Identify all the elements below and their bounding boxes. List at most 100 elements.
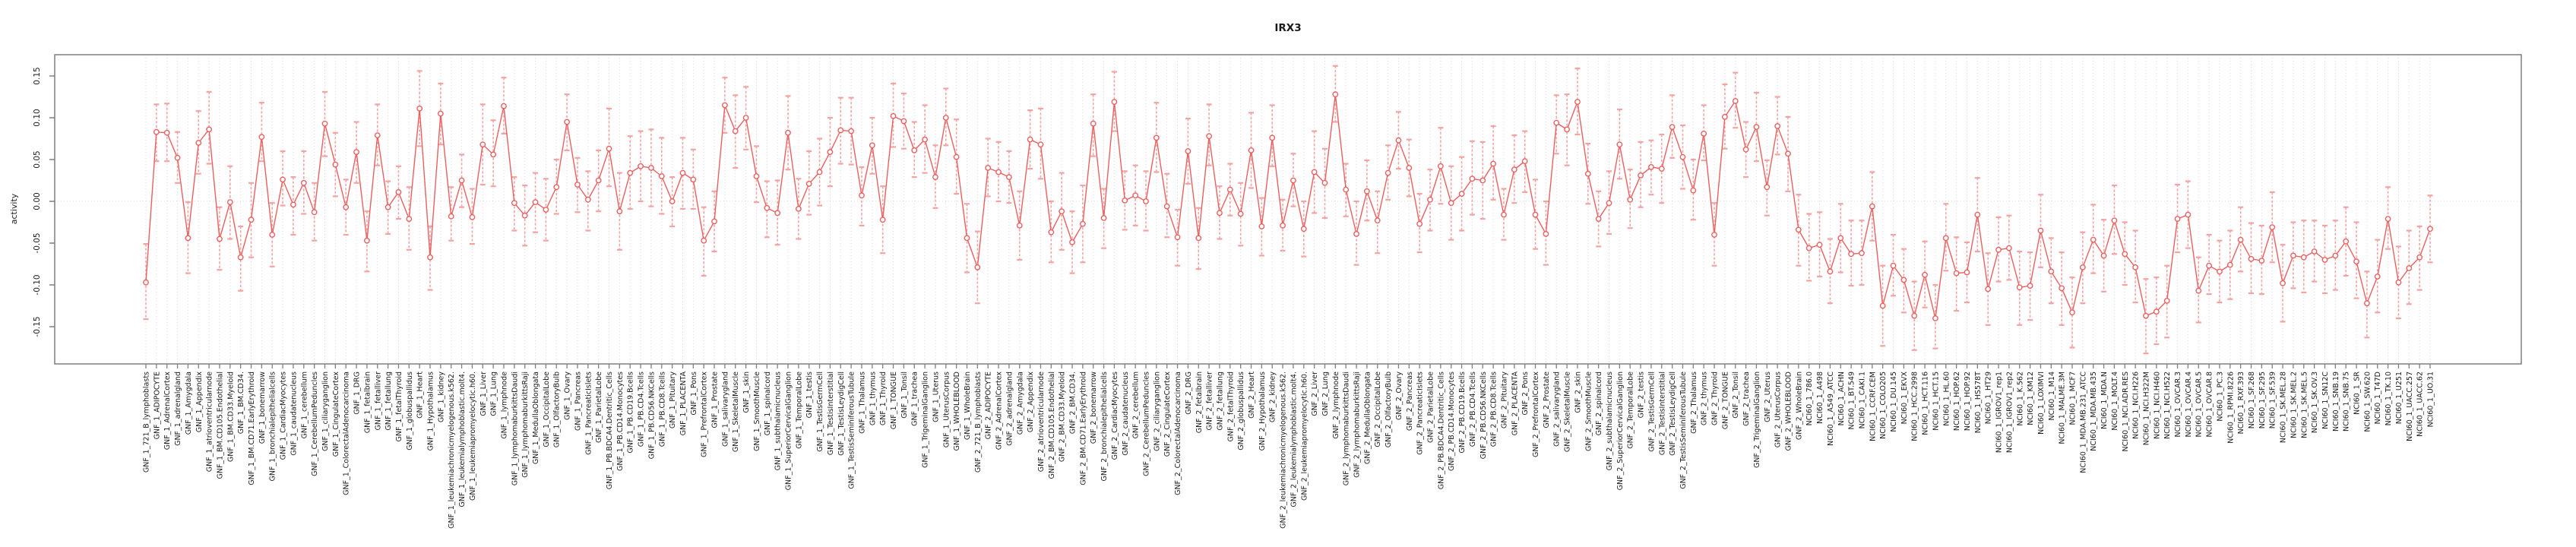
data-point bbox=[1258, 223, 1265, 229]
data-point bbox=[669, 198, 676, 204]
data-point bbox=[2395, 279, 2402, 286]
data-point bbox=[1143, 198, 1149, 204]
data-point bbox=[490, 151, 497, 158]
x-category-label: GNF_1_Pancreas bbox=[574, 372, 582, 431]
data-point bbox=[627, 169, 634, 176]
data-point bbox=[1985, 286, 1992, 292]
x-category-label: GNF_1_spinalcord bbox=[764, 372, 772, 435]
data-point bbox=[1890, 262, 1897, 269]
data-point bbox=[2195, 287, 2202, 294]
data-point bbox=[1059, 208, 1065, 215]
x-category-label: GNF_2_lymphomaburkittsDaudi bbox=[1343, 372, 1351, 485]
x-category-label: GNF_2_atrioventricularnode bbox=[1037, 372, 1046, 472]
x-category-label: GNF_2_caudatenucleus bbox=[1122, 372, 1130, 456]
x-category-label: GNF_2_PB.CD19.Bcells bbox=[1458, 372, 1467, 454]
data-point bbox=[1406, 165, 1413, 171]
x-category-label: GNF_1_TONGUE bbox=[890, 372, 898, 429]
data-point bbox=[1953, 270, 1960, 277]
x-category-label: GNF_1_PB.BDCA4.Dentritic_Cells bbox=[606, 372, 614, 489]
data-point bbox=[1995, 246, 2002, 253]
data-point bbox=[2343, 238, 2350, 245]
data-point bbox=[953, 153, 960, 160]
x-category-label: GNF_2_ColorectalAdenocarcinoma bbox=[1174, 372, 1182, 495]
plot-frame bbox=[54, 54, 2522, 365]
data-point bbox=[163, 129, 170, 136]
x-category-label: GNF_2_Ovary bbox=[1395, 372, 1404, 420]
data-point bbox=[2037, 227, 2044, 234]
data-point bbox=[1132, 192, 1139, 199]
x-category-label: NCI60_1_SK.MEL.28 bbox=[2280, 372, 2288, 443]
x-category-label: NCI60_1_SW.620 bbox=[2363, 372, 2372, 432]
data-point bbox=[1027, 136, 1033, 143]
data-point bbox=[2143, 312, 2149, 319]
x-category-label: NCI60_1_MALME.3M bbox=[2059, 372, 2067, 444]
x-category-label: GNF_2_fetallung bbox=[1216, 372, 1224, 431]
data-point bbox=[679, 169, 686, 176]
data-point bbox=[985, 165, 992, 171]
x-category-label: GNF_1_SuperiorCervicalGanglion bbox=[785, 372, 793, 490]
data-point bbox=[1879, 302, 1886, 309]
data-point bbox=[258, 134, 265, 141]
data-point bbox=[2100, 252, 2107, 259]
data-point bbox=[595, 177, 602, 184]
x-category-label: GNF_2_Thyroid bbox=[1711, 372, 1720, 425]
x-category-label: GNF_1_Ovary bbox=[564, 372, 572, 420]
x-category-label: GNF_1_MedullaOblongata bbox=[532, 372, 540, 464]
x-category-label: NCI60_1_OVCAR.3 bbox=[2174, 372, 2182, 437]
x-category-label: GNF_1_lymphomaburkittsDaudi bbox=[511, 372, 519, 485]
x-category-label: GNF_2_fetalliver bbox=[1206, 372, 1214, 431]
data-point bbox=[732, 128, 739, 134]
x-category-label: GNF_2_skin bbox=[1574, 372, 1582, 413]
data-point bbox=[606, 145, 612, 152]
x-category-label: NCI60_1_LOXIMVI bbox=[2037, 372, 2046, 435]
data-point bbox=[1595, 216, 1602, 222]
data-point bbox=[1122, 197, 1128, 204]
x-category-label: GNF_2_bronchialepithelialcells bbox=[1100, 372, 1109, 482]
x-category-label: NCI60_1_PC.3 bbox=[2216, 372, 2224, 422]
data-point bbox=[2059, 285, 2065, 292]
data-point bbox=[1163, 203, 1170, 210]
x-category-label: GNF_2_PLACENTA bbox=[1511, 372, 1519, 436]
x-category-label: GNF_2_Amygdala bbox=[1016, 372, 1024, 435]
data-point bbox=[2122, 251, 2128, 258]
data-point bbox=[1648, 163, 1654, 170]
data-point bbox=[2226, 261, 2233, 268]
x-category-label: NCI60_1_T47D bbox=[2374, 372, 2382, 424]
data-point bbox=[1848, 251, 1855, 258]
data-point bbox=[1774, 123, 1781, 129]
data-point bbox=[2374, 274, 2381, 280]
x-category-label: GNF_2_PancreaticIslets bbox=[1416, 372, 1425, 455]
x-category-label: NCI60_1_OVCAR.4 bbox=[2185, 372, 2193, 437]
x-category-label: GNF_2_CardiacMyocytes bbox=[1111, 372, 1119, 460]
x-category-label: GNF_1_Pons bbox=[690, 372, 698, 416]
data-point bbox=[1079, 220, 1086, 227]
data-point bbox=[321, 120, 328, 127]
data-point bbox=[1248, 147, 1255, 153]
x-category-label: GNF_2_CingulateCortex bbox=[1163, 372, 1172, 457]
data-point bbox=[1217, 210, 1223, 217]
x-category-label: NCI60_1_COLO205 bbox=[1879, 372, 1888, 439]
data-point bbox=[816, 169, 823, 175]
x-category-label: NCI60_1_MDA.MB.231_ATCC bbox=[2079, 372, 2087, 473]
x-category-label: GNF_2_ciliaryganglion bbox=[1153, 372, 1161, 451]
x-category-label: GNF_1_OlfactoryBulb bbox=[553, 372, 562, 447]
data-point bbox=[1638, 172, 1644, 179]
data-point bbox=[932, 174, 938, 181]
data-point bbox=[2206, 262, 2212, 269]
x-category-label: GNF_2_Hypothalamus bbox=[1258, 372, 1267, 451]
data-point bbox=[900, 118, 907, 125]
x-category-label: GNF_1_lymphomaburkittsRaji bbox=[521, 372, 530, 478]
series-polyline bbox=[145, 94, 2431, 319]
data-point bbox=[911, 147, 918, 153]
data-point bbox=[174, 154, 181, 161]
x-category-label: GNF_2_PB.BDCA4.Dentritic_Cells bbox=[1437, 372, 1445, 489]
y-tick-label: 0.15 bbox=[33, 67, 42, 84]
x-category-label: NCI60_1_SF.268 bbox=[2248, 372, 2256, 428]
data-point bbox=[805, 180, 812, 187]
data-point bbox=[1922, 271, 1928, 278]
data-point bbox=[1469, 175, 1476, 182]
x-axis: GNF_1_721_B_lymphoblasts GNF_1_ADIPOCYTE G… bbox=[143, 364, 2435, 529]
data-point bbox=[1427, 196, 1433, 203]
x-category-label: GNF_2_721_B_lymphoblasts bbox=[974, 372, 983, 473]
data-point bbox=[1837, 235, 1844, 242]
